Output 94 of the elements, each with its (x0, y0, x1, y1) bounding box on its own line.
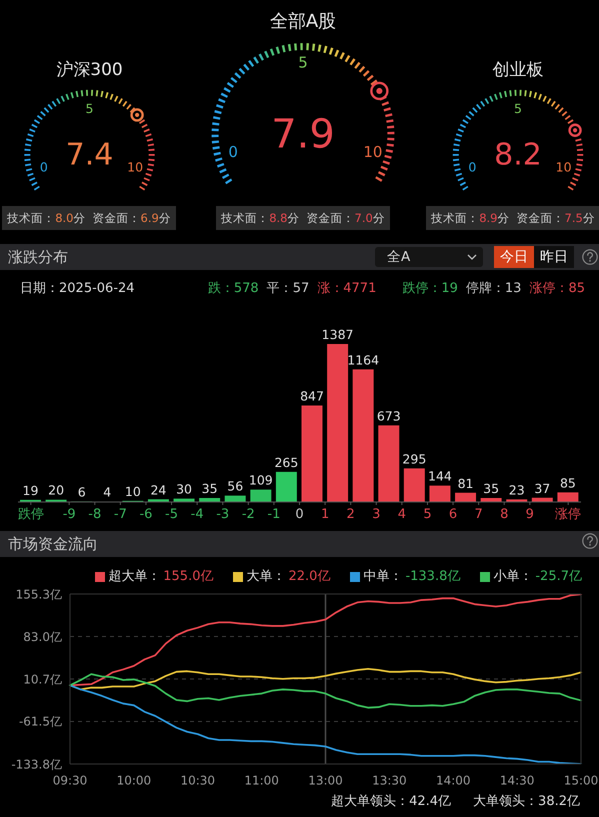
data-label: 19 (22, 482, 38, 498)
x-tick-label: 14:30 (500, 774, 534, 788)
x-tick-label: -3 (216, 507, 230, 522)
chart-title: 市场资金流向 (8, 535, 98, 553)
text: 创业板 (492, 60, 544, 80)
text: 全部A股 (270, 11, 336, 32)
y-tick-label: -61.5亿 (18, 714, 62, 729)
x-tick-label: -6 (139, 507, 152, 522)
text: 10 (127, 158, 144, 174)
x-tick-label: 13:30 (372, 774, 407, 788)
data-label: 6 (78, 484, 86, 500)
data-label: 1387 (322, 327, 354, 342)
text: 超大单领头：42.4亿 (331, 794, 452, 809)
x-tick-label: 09:30 (52, 774, 88, 788)
x-tick-label: -9 (62, 507, 76, 522)
y-tick-label: 83.0亿 (23, 630, 62, 644)
x-tick-label: 13:00 (308, 774, 343, 788)
score-panel: 技术面：8.8分 资金面：7.0分 (216, 206, 390, 230)
x-tick-label: 10:30 (180, 774, 216, 788)
text: 涨停：85 (529, 281, 585, 296)
data-label: 144 (428, 468, 452, 484)
x-tick-label: 9 (526, 507, 534, 522)
legend-label: 小单：-25.7亿 (493, 568, 582, 586)
x-tick-label: 0 (295, 507, 304, 522)
data-label: 10 (124, 484, 141, 499)
text: 0 (468, 158, 476, 174)
x-tick-label: 3 (372, 507, 380, 522)
x-tick-label: 2 (346, 507, 355, 522)
text: 10 (363, 142, 382, 161)
score-panel: 技术面：8.0分 资金面：6.9分 (2, 206, 176, 230)
x-tick-label: 11:00 (244, 774, 279, 788)
x-tick-label: 15:00 (564, 774, 598, 788)
x-tick-label: 10:00 (116, 774, 152, 788)
x-tick-label: 6 (448, 507, 458, 522)
data-label: 35 (483, 481, 500, 496)
y-tick-label: 10.7亿 (23, 672, 62, 686)
chart-subtitle: 日期：2025-06-24 (20, 281, 135, 296)
data-label: 265 (274, 454, 298, 470)
chart-title: 涨跌分布 (8, 248, 68, 266)
x-tick-label: -4 (190, 507, 204, 522)
x-tick-label: 8 (500, 507, 508, 522)
y-tick-label: -133.8亿 (11, 757, 62, 772)
x-tick-label: -7 (114, 507, 127, 522)
text: 平：57 (266, 281, 310, 296)
header-bar: 市场资金流向 (0, 531, 599, 557)
legend-label: 超大单：155.0亿 (108, 568, 214, 586)
text: 5 (514, 100, 522, 116)
text: 跌停：19 (402, 281, 458, 296)
x-tick-label: 1 (320, 507, 330, 522)
data-label: 30 (176, 482, 192, 497)
data-label: 81 (458, 476, 474, 491)
text: 跌：578 (208, 281, 259, 296)
data-label: 295 (402, 451, 426, 466)
data-label: 24 (150, 482, 166, 498)
data-label: 673 (376, 408, 401, 424)
x-tick-label: 涨停 (555, 507, 582, 522)
x-tick-label: 7 (474, 507, 483, 522)
legend-label: 中单：-133.8亿 (363, 568, 460, 586)
data-label: 109 (248, 472, 273, 488)
data-label: 8.2 (494, 138, 542, 172)
today-tab: 今日 (494, 246, 534, 268)
x-tick-label: -8 (88, 507, 102, 522)
x-tick-label: -1 (267, 507, 280, 522)
yesterday-tab: 昨日 (534, 246, 574, 268)
x-tick-label: 4 (398, 507, 406, 522)
data-label: 7.4 (66, 138, 114, 172)
data-label: 7.9 (271, 112, 335, 158)
text: 停牌：13 (466, 281, 522, 296)
text: 10 (556, 158, 572, 174)
score-panel: 技术面：8.9分 资金面：7.5分 (426, 206, 599, 230)
text: 0 (40, 158, 48, 174)
x-tick-label: 跌停 (18, 507, 44, 522)
data-label: 847 (300, 388, 324, 404)
x-tick-label: 5 (423, 507, 432, 522)
x-tick-label: 14:00 (436, 774, 471, 788)
x-tick-label: -5 (165, 507, 178, 522)
text: 沪深300 (56, 60, 123, 80)
data-label: 23 (508, 482, 525, 498)
data-label: 4 (103, 484, 112, 500)
text: 0 (228, 142, 238, 161)
legend-label: 大单：22.0亿 (246, 568, 330, 586)
data-label: 37 (534, 480, 550, 496)
data-label: 56 (227, 478, 244, 494)
text: 大单领头：38.2亿 (473, 794, 580, 809)
x-tick-label: -2 (242, 507, 255, 522)
dropdown: 全A (375, 247, 483, 267)
y-tick-label: 155.3亿 (16, 587, 62, 602)
data-label: 85 (560, 475, 576, 490)
text: 涨：4771 (317, 281, 376, 296)
text: 5 (298, 54, 308, 72)
text: 5 (86, 100, 94, 116)
data-label: 35 (202, 481, 218, 496)
data-label: 20 (48, 482, 64, 498)
data-label: 1164 (347, 352, 380, 368)
